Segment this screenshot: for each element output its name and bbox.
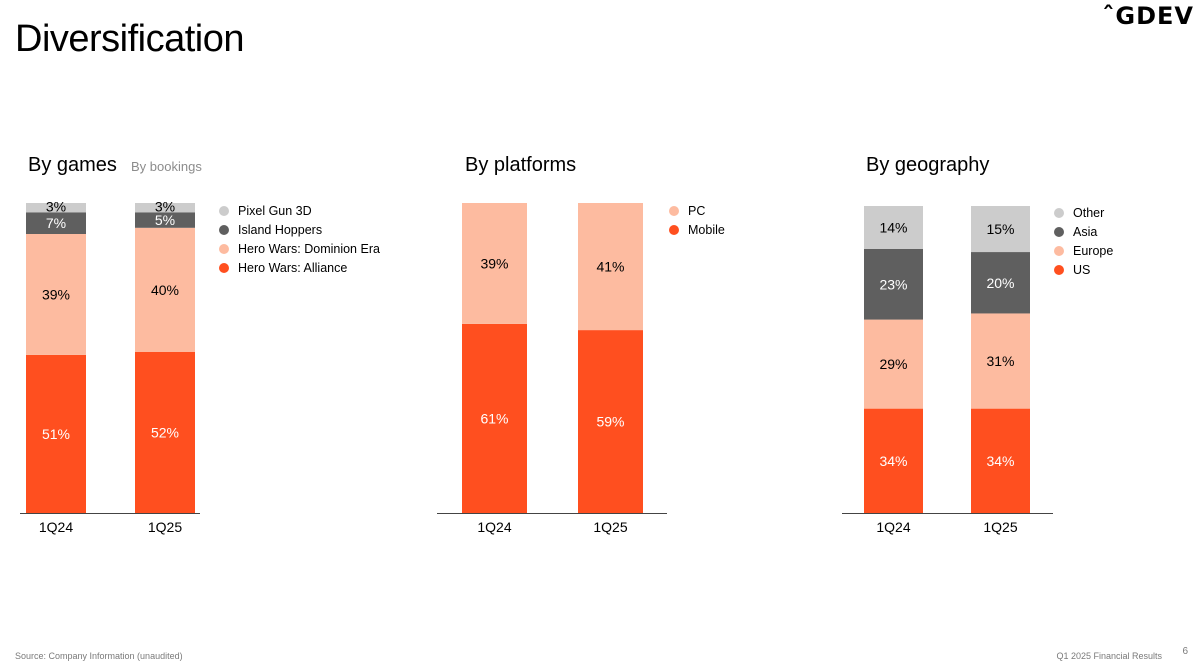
bar-segment <box>462 203 527 324</box>
bar-segment <box>26 203 86 213</box>
data-label: 59% <box>596 414 624 430</box>
data-label: 51% <box>42 426 70 442</box>
x-tick-label: 1Q25 <box>983 519 1017 535</box>
x-tick-label: 1Q25 <box>148 519 182 535</box>
data-label: 31% <box>986 353 1014 369</box>
legend-item: Hero Wars: Alliance <box>219 258 380 277</box>
bar-segment <box>864 248 923 320</box>
games-panel-subtitle: By bookings <box>131 159 202 174</box>
footer-report: Q1 2025 Financial Results <box>1056 651 1162 661</box>
data-label: 52% <box>151 424 179 440</box>
bar-segment <box>26 234 86 355</box>
bar-segment <box>135 351 195 513</box>
legend-label: Pixel Gun 3D <box>238 203 312 218</box>
logo-caret-icon: ˆ <box>1102 2 1116 30</box>
platforms-panel-title: By platforms <box>465 154 577 176</box>
bar-segment <box>971 313 1030 409</box>
data-label: 61% <box>480 410 508 426</box>
legend-item: Pixel Gun 3D <box>219 201 380 220</box>
data-label: 3% <box>155 198 175 214</box>
x-tick-label: 1Q24 <box>876 519 910 535</box>
bar-segment <box>26 212 86 234</box>
data-label: 34% <box>879 453 907 469</box>
legend-item: US <box>1054 260 1113 279</box>
data-label: 15% <box>986 221 1014 237</box>
footer-source: Source: Company Information (unaudited) <box>15 651 183 661</box>
legend-swatch <box>669 224 679 235</box>
bar-segment <box>135 203 195 213</box>
bar-segment <box>864 319 923 409</box>
legend-swatch <box>1054 207 1064 218</box>
data-label: 14% <box>879 219 907 235</box>
bar-segment <box>26 354 86 513</box>
bar-segment <box>578 330 643 513</box>
bar-segment <box>971 408 1030 513</box>
gdev-logo: ˆGDEV <box>1102 2 1194 30</box>
legend-swatch <box>1054 245 1064 256</box>
games-legend: Pixel Gun 3D Island Hoppers Hero Wars: Dom… <box>219 201 380 277</box>
bar-segment <box>462 323 527 513</box>
games-panel-title: By games <box>28 154 117 176</box>
legend-item: Europe <box>1054 241 1113 260</box>
logo-text: GDEV <box>1115 2 1194 30</box>
legend-item: Mobile <box>669 220 725 239</box>
bar-segment <box>135 227 195 352</box>
legend-label: Europe <box>1073 243 1114 258</box>
legend-label: Other <box>1073 205 1105 220</box>
data-label: 39% <box>42 286 70 302</box>
data-label: 3% <box>46 198 66 214</box>
x-tick-label: 1Q24 <box>39 519 73 535</box>
legend-swatch <box>669 205 679 216</box>
geography-legend: Other Asia Europe US <box>1054 203 1113 279</box>
geography-panel-title: By geography <box>866 154 990 176</box>
bar-segment <box>135 212 195 228</box>
legend-label: PC <box>688 203 706 218</box>
legend-swatch <box>219 205 229 216</box>
data-label: 5% <box>155 212 175 228</box>
slide-title: Diversification <box>15 18 245 60</box>
data-label: 23% <box>879 276 907 292</box>
bar-segment <box>578 203 643 331</box>
legend-label: Hero Wars: Alliance <box>238 260 348 275</box>
bar-segment <box>864 408 923 513</box>
legend-label: Hero Wars: Dominion Era <box>238 241 380 256</box>
legend-label: Mobile <box>688 222 725 237</box>
data-label: 20% <box>986 275 1014 291</box>
legend-swatch <box>219 224 229 235</box>
x-tick-label: 1Q25 <box>593 519 627 535</box>
legend-item: PC <box>669 201 725 220</box>
bar-segment <box>971 252 1030 314</box>
legend-swatch <box>219 243 229 254</box>
legend-item: Hero Wars: Dominion Era <box>219 239 380 258</box>
data-label: 34% <box>986 453 1014 469</box>
legend-item: Asia <box>1054 222 1113 241</box>
data-label: 7% <box>46 215 66 231</box>
platforms-legend: PC Mobile <box>669 201 725 239</box>
legend-label: Asia <box>1073 224 1098 239</box>
legend-swatch <box>1054 226 1064 237</box>
legend-item: Island Hoppers <box>219 220 380 239</box>
bar-segment <box>971 206 1030 253</box>
data-label: 29% <box>879 356 907 372</box>
bar-segment <box>864 206 923 249</box>
data-label: 41% <box>596 259 624 275</box>
legend-swatch <box>219 262 229 273</box>
data-label: 39% <box>480 255 508 271</box>
legend-label: Island Hoppers <box>238 222 323 237</box>
legend-swatch <box>1054 264 1064 275</box>
page-number: 6 <box>1182 646 1188 657</box>
legend-item: Other <box>1054 203 1113 222</box>
legend-label: US <box>1073 262 1091 277</box>
data-label: 40% <box>151 282 179 298</box>
x-tick-label: 1Q24 <box>477 519 511 535</box>
